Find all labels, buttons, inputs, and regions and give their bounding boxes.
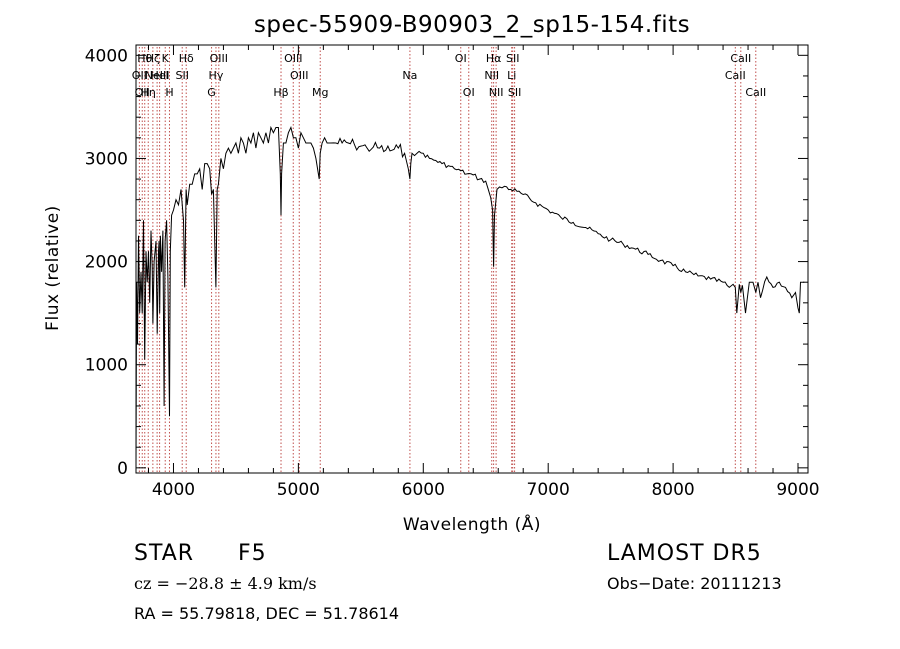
x-tick-label: 4000 <box>152 480 195 500</box>
x-tick-label: 6000 <box>402 480 445 500</box>
line-marker-label: Mg <box>312 86 328 99</box>
line-marker-label: K <box>162 52 170 65</box>
redshift-velocity: cz = −28.8 ± 4.9 km/s <box>134 574 317 593</box>
line-marker-label: Li <box>507 69 516 82</box>
line-marker-label: SII <box>508 86 521 99</box>
x-tick-label: 7000 <box>527 480 570 500</box>
line-marker-label: NII <box>489 86 504 99</box>
line-marker-label: Hδ <box>179 52 194 65</box>
line-marker-label: SII <box>506 52 519 65</box>
observation-date: Obs−Date: 20111213 <box>607 574 782 593</box>
line-marker-label: OI <box>455 52 467 65</box>
line-marker-label: OIII <box>284 52 302 65</box>
line-marker-label: H <box>165 86 173 99</box>
line-marker-label: CaII <box>730 52 751 65</box>
object-class: STAR <box>134 541 195 566</box>
y-tick-label: 3000 <box>85 149 128 169</box>
chart-title: spec-55909-B90903_2_sp15-154.fits <box>254 12 690 38</box>
line-marker-label: Hη <box>141 86 156 99</box>
y-tick-label: 0 <box>117 459 128 479</box>
y-tick-label: 1000 <box>85 356 128 376</box>
line-marker-label: OIII <box>290 69 308 82</box>
marker-labels: OIIOIIHθHηHζNeIIIHeIKHSIIHδGHγOIIIHβOIII… <box>132 52 766 99</box>
plot-border <box>135 44 809 474</box>
line-marker-label: Na <box>402 69 417 82</box>
y-tick-label: 4000 <box>85 46 128 66</box>
line-marker-label: SII <box>175 69 188 82</box>
line-marker-label: CaII <box>745 86 766 99</box>
y-tick-label: 2000 <box>85 253 128 273</box>
x-tick-label: 9000 <box>776 480 819 500</box>
coordinates: RA = 55.79818, DEC = 51.78614 <box>134 604 400 623</box>
line-marker-label: NII <box>484 69 499 82</box>
line-marker-label: OII <box>135 86 150 99</box>
x-tick-label: 5000 <box>277 480 320 500</box>
plot-frame <box>135 44 809 474</box>
line-marker-label: HeI <box>150 69 168 82</box>
line-marker-label: Hγ <box>209 69 224 82</box>
x-axis-label: Wavelength (Å) <box>403 513 541 535</box>
object-subclass: F5 <box>238 541 267 566</box>
line-marker-label: Hα <box>486 52 502 65</box>
survey-name: LAMOST DR5 <box>607 541 762 566</box>
line-marker-label: G <box>207 86 216 99</box>
x-tick-label: 8000 <box>651 480 694 500</box>
line-markers <box>138 47 757 473</box>
spectrum-line <box>135 125 805 468</box>
y-axis-label: Flux (relative) <box>43 205 63 331</box>
axes: 4000 5000 6000 7000 8000 9000 0 1000 2000 3000 400… <box>85 45 820 500</box>
line-marker-label: OI <box>463 86 475 99</box>
line-marker-label: Hβ <box>273 86 288 99</box>
line-marker-label: Hζ <box>146 52 160 65</box>
line-marker-label: OIII <box>210 52 228 65</box>
line-marker-label: CaII <box>725 69 746 82</box>
line-marker-label: NeIII <box>145 69 170 82</box>
